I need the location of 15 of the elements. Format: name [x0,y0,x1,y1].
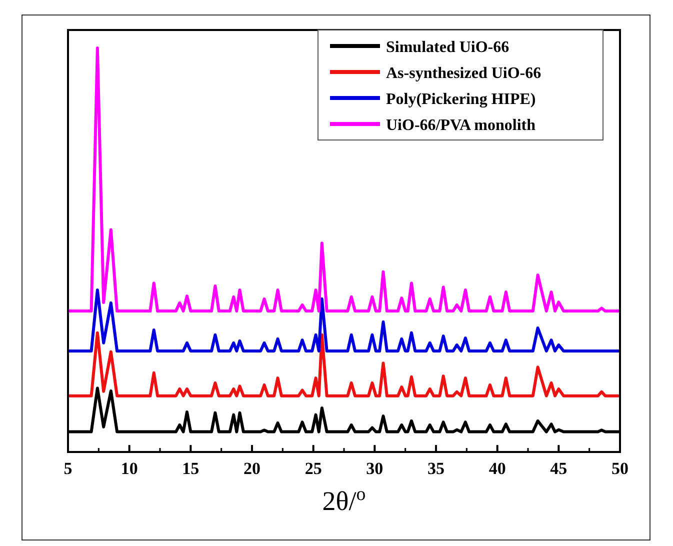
x-axis-title: 2θ/$^{o}$ [322,484,366,516]
x-tick-label: 20 [244,459,260,478]
x-tick-label: 25 [304,459,322,478]
x-tick-label: 30 [366,459,384,478]
x-tick-label: 50 [612,459,628,478]
legend-label: UiO-66/PVA monolith [386,117,536,134]
x-tick-label: 35 [428,459,444,478]
legend-label: Poly(Pickering HIPE) [386,91,536,108]
x-tick-label: 10 [120,459,138,478]
x-tick-label: 40 [488,459,506,478]
x-tick-label: 5 [64,459,72,478]
x-tick-label: 15 [182,459,200,478]
legend-label: Simulated UiO-66 [386,39,510,56]
x-tick-label: 45 [550,459,568,478]
legend-label: As-synthesized UiO-66 [386,65,542,82]
